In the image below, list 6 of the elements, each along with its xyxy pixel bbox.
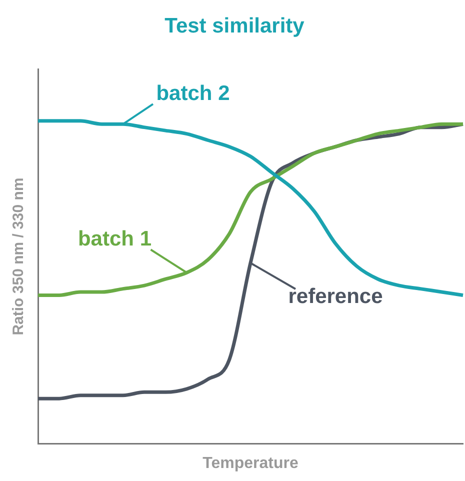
chart-title: Test similarity (164, 14, 305, 38)
y-axis-title: Ratio 350 nm / 330 nm (10, 178, 28, 336)
series-label: batch 1 (78, 227, 152, 250)
x-axis-title: Temperature (202, 454, 298, 472)
legend-label: reference (288, 284, 383, 308)
series-label: batch 2 (156, 82, 230, 105)
